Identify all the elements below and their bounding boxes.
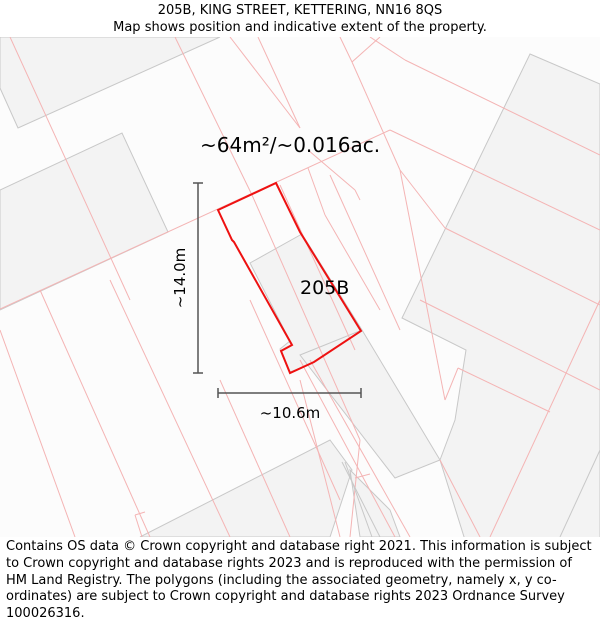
building-right-upper <box>401 53 600 537</box>
height-dimension-label: ~14.0m <box>171 248 189 309</box>
road-edges <box>341 449 600 537</box>
property-address-title: 205B, KING STREET, KETTERING, NN16 8QS <box>157 3 443 18</box>
width-dimension-line <box>217 388 362 398</box>
copyright-attribution: Contains OS data © Crown copyright and d… <box>6 539 592 622</box>
area-label: ~64m²/~0.016ac. <box>200 133 380 157</box>
map-description: Map shows position and indicative extent… <box>113 20 487 35</box>
building-bottom-left <box>139 439 353 537</box>
parcel-boundaries <box>0 37 600 537</box>
plot-number-label: 205B <box>300 277 349 299</box>
map-canvas: ~64m²/~0.016ac. 205B ~14.0m ~10.6m <box>0 37 600 537</box>
building-top-left <box>0 37 221 129</box>
width-dimension-label: ~10.6m <box>260 404 321 422</box>
building-bottom-center <box>349 468 401 537</box>
building-footprints <box>0 37 600 537</box>
height-dimension-line <box>193 182 203 374</box>
property-map[interactable]: ~64m²/~0.016ac. 205B ~14.0m ~10.6m <box>0 37 600 537</box>
map-header: 205B, KING STREET, KETTERING, NN16 8QS M… <box>0 0 600 37</box>
building-left <box>0 132 169 311</box>
subject-property-outline[interactable] <box>216 181 363 375</box>
